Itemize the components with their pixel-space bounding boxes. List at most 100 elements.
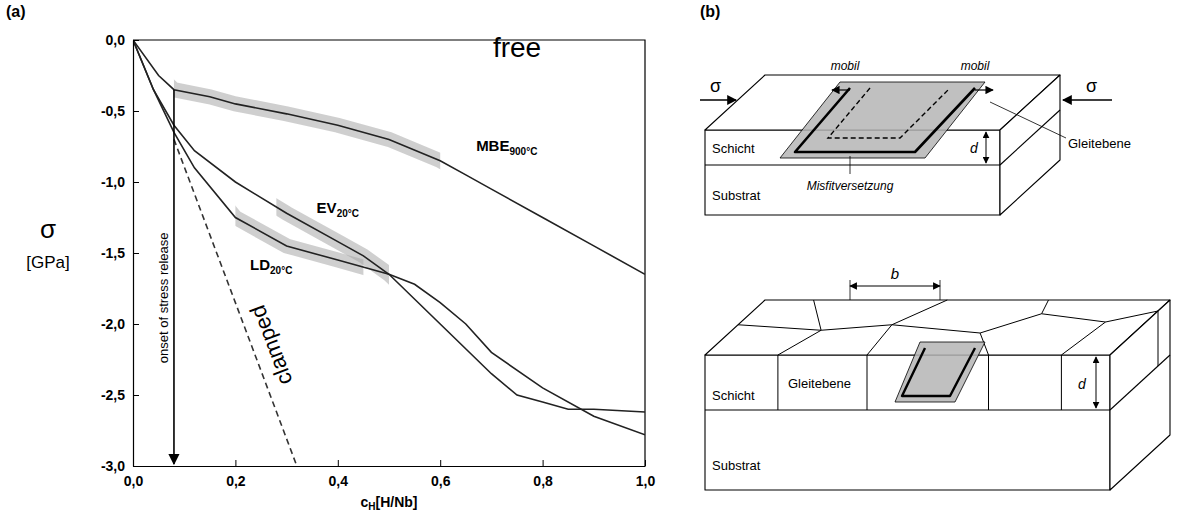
x-tick-mark bbox=[543, 460, 544, 466]
y-tick-mark bbox=[133, 111, 139, 112]
grain-boundary bbox=[738, 325, 821, 331]
y-axis-title: σ bbox=[40, 214, 56, 244]
layer-boundary bbox=[1000, 110, 1060, 165]
panel-label: (a) bbox=[6, 3, 26, 20]
grain-boundary bbox=[988, 355, 989, 410]
annotation: EV20°C bbox=[317, 199, 359, 219]
x-tick-label: 1,0 bbox=[636, 473, 656, 489]
y-tick-mark bbox=[133, 466, 139, 467]
y-tick-label: 0,0 bbox=[106, 32, 126, 48]
diagram-label: mobil bbox=[961, 59, 990, 73]
x-tick-label: 0,6 bbox=[431, 473, 451, 489]
diagram-top: σ σ mobil mobil Gleitebene Schicht Substrat Mis… bbox=[700, 59, 1131, 215]
grain-boundary bbox=[777, 355, 778, 410]
band bbox=[174, 40, 440, 274]
series-line bbox=[174, 139, 297, 466]
y-tick-label: -1,0 bbox=[101, 174, 125, 190]
plot-area bbox=[133, 40, 645, 466]
series-line bbox=[133, 40, 645, 435]
grain-boundary bbox=[1042, 311, 1158, 322]
diagram-label: b bbox=[891, 265, 899, 282]
y-tick-label: -0,5 bbox=[101, 103, 125, 119]
grain-boundary bbox=[867, 325, 892, 355]
dislocation-loop bbox=[902, 348, 975, 396]
panel-label: (b) bbox=[700, 3, 720, 20]
series-label: clamped bbox=[245, 302, 298, 389]
diagram-label: Substrat bbox=[712, 458, 761, 473]
thickness-arrow bbox=[986, 132, 987, 163]
stress-arrow bbox=[700, 99, 736, 100]
y-tick-mark bbox=[133, 40, 139, 41]
annotation: onset of stress release bbox=[156, 232, 171, 363]
diagram-bottom: bGleitebeneSchichtSubstratd bbox=[705, 265, 1170, 490]
grain-boundary bbox=[867, 355, 868, 410]
x-tick-label: 0,8 bbox=[533, 473, 553, 489]
grain-size-tick bbox=[850, 280, 851, 300]
y-axis-title: [GPa] bbox=[26, 253, 69, 272]
x-tick: 0,8 bbox=[533, 460, 553, 489]
diagram-label: σ bbox=[1086, 76, 1097, 96]
grain-boundary bbox=[1061, 322, 1105, 355]
band-group bbox=[235, 40, 363, 435]
x-tick-label: 0,4 bbox=[329, 473, 349, 489]
grain-boundary bbox=[1158, 311, 1159, 366]
figure: (a) (b) 0,0 0,2 0,4 0,6 0,8 1,0 0,0 -0,5 -1,0 -1,5 -… bbox=[0, 0, 1185, 514]
x-tick-mark bbox=[645, 460, 646, 466]
motion-arrow bbox=[832, 89, 850, 90]
dislocation-loop bbox=[795, 88, 975, 152]
series-line bbox=[133, 40, 645, 412]
x-axis: 0,0 0,2 0,4 0,6 0,8 1,0 bbox=[124, 460, 656, 489]
x-tick-mark bbox=[338, 460, 339, 466]
diagram-label: Gleitebene bbox=[1068, 136, 1131, 151]
y-tick: -3,0 bbox=[101, 458, 139, 474]
x-tick: 0,6 bbox=[431, 460, 451, 489]
layer-boundary bbox=[705, 409, 1110, 410]
leader-line bbox=[850, 156, 851, 174]
diagram-label: mobil bbox=[831, 59, 860, 73]
y-tick: 0,0 bbox=[106, 32, 139, 48]
y-tick: -2,5 bbox=[101, 387, 139, 403]
y-tick-mark bbox=[133, 182, 139, 183]
band-group bbox=[174, 40, 440, 274]
slip-plane bbox=[780, 82, 985, 158]
leader-line bbox=[990, 102, 1066, 138]
band bbox=[235, 40, 363, 435]
x-axis-title: cH[H/Nb] bbox=[360, 494, 417, 512]
y-tick: -0,5 bbox=[101, 103, 139, 119]
x-tick: 0,2 bbox=[226, 460, 246, 489]
slip-plane bbox=[895, 342, 985, 402]
x-tick-label: 0,2 bbox=[226, 473, 246, 489]
y-tick-mark bbox=[133, 324, 139, 325]
band-group bbox=[276, 40, 389, 412]
y-tick-mark bbox=[133, 253, 139, 254]
x-tick: 0,4 bbox=[329, 460, 349, 489]
y-tick-label: -2,0 bbox=[101, 316, 125, 332]
y-tick-label: -2,5 bbox=[101, 387, 125, 403]
grain-boundary bbox=[821, 300, 947, 330]
y-tick: -1,5 bbox=[101, 245, 139, 261]
diagram-label: Schicht bbox=[712, 388, 755, 403]
diagram-label: Substrat bbox=[712, 188, 761, 203]
diagram-label: Misfitversetzung bbox=[807, 179, 894, 193]
diagram-label: σ bbox=[710, 76, 721, 96]
y-tick-label: -1,5 bbox=[101, 245, 125, 261]
annotation: free bbox=[493, 32, 541, 63]
grain-size-tick bbox=[940, 280, 941, 300]
layer-boundary bbox=[705, 164, 1000, 165]
right-face bbox=[1110, 300, 1170, 490]
thickness-arrow bbox=[1096, 357, 1097, 408]
y-tick: -2,0 bbox=[101, 316, 139, 332]
x-tick-mark bbox=[440, 460, 441, 466]
stress-arrow bbox=[1063, 99, 1112, 100]
y-tick-label: -3,0 bbox=[101, 458, 125, 474]
annotation-arrow bbox=[173, 90, 175, 464]
y-axis: 0,0 -0,5 -1,0 -1,5 -2,0 -2,5 -3,0 bbox=[101, 32, 139, 474]
x-tick-label: 0,0 bbox=[124, 473, 144, 489]
diagram-label: Schicht bbox=[712, 141, 755, 156]
annotation: LD20°C bbox=[250, 256, 292, 276]
x-tick: 1,0 bbox=[636, 460, 656, 489]
grain-boundary bbox=[1061, 355, 1062, 410]
diagram-label: d bbox=[970, 140, 979, 156]
x-axis-line bbox=[134, 466, 646, 467]
x-tick-mark bbox=[235, 460, 236, 466]
